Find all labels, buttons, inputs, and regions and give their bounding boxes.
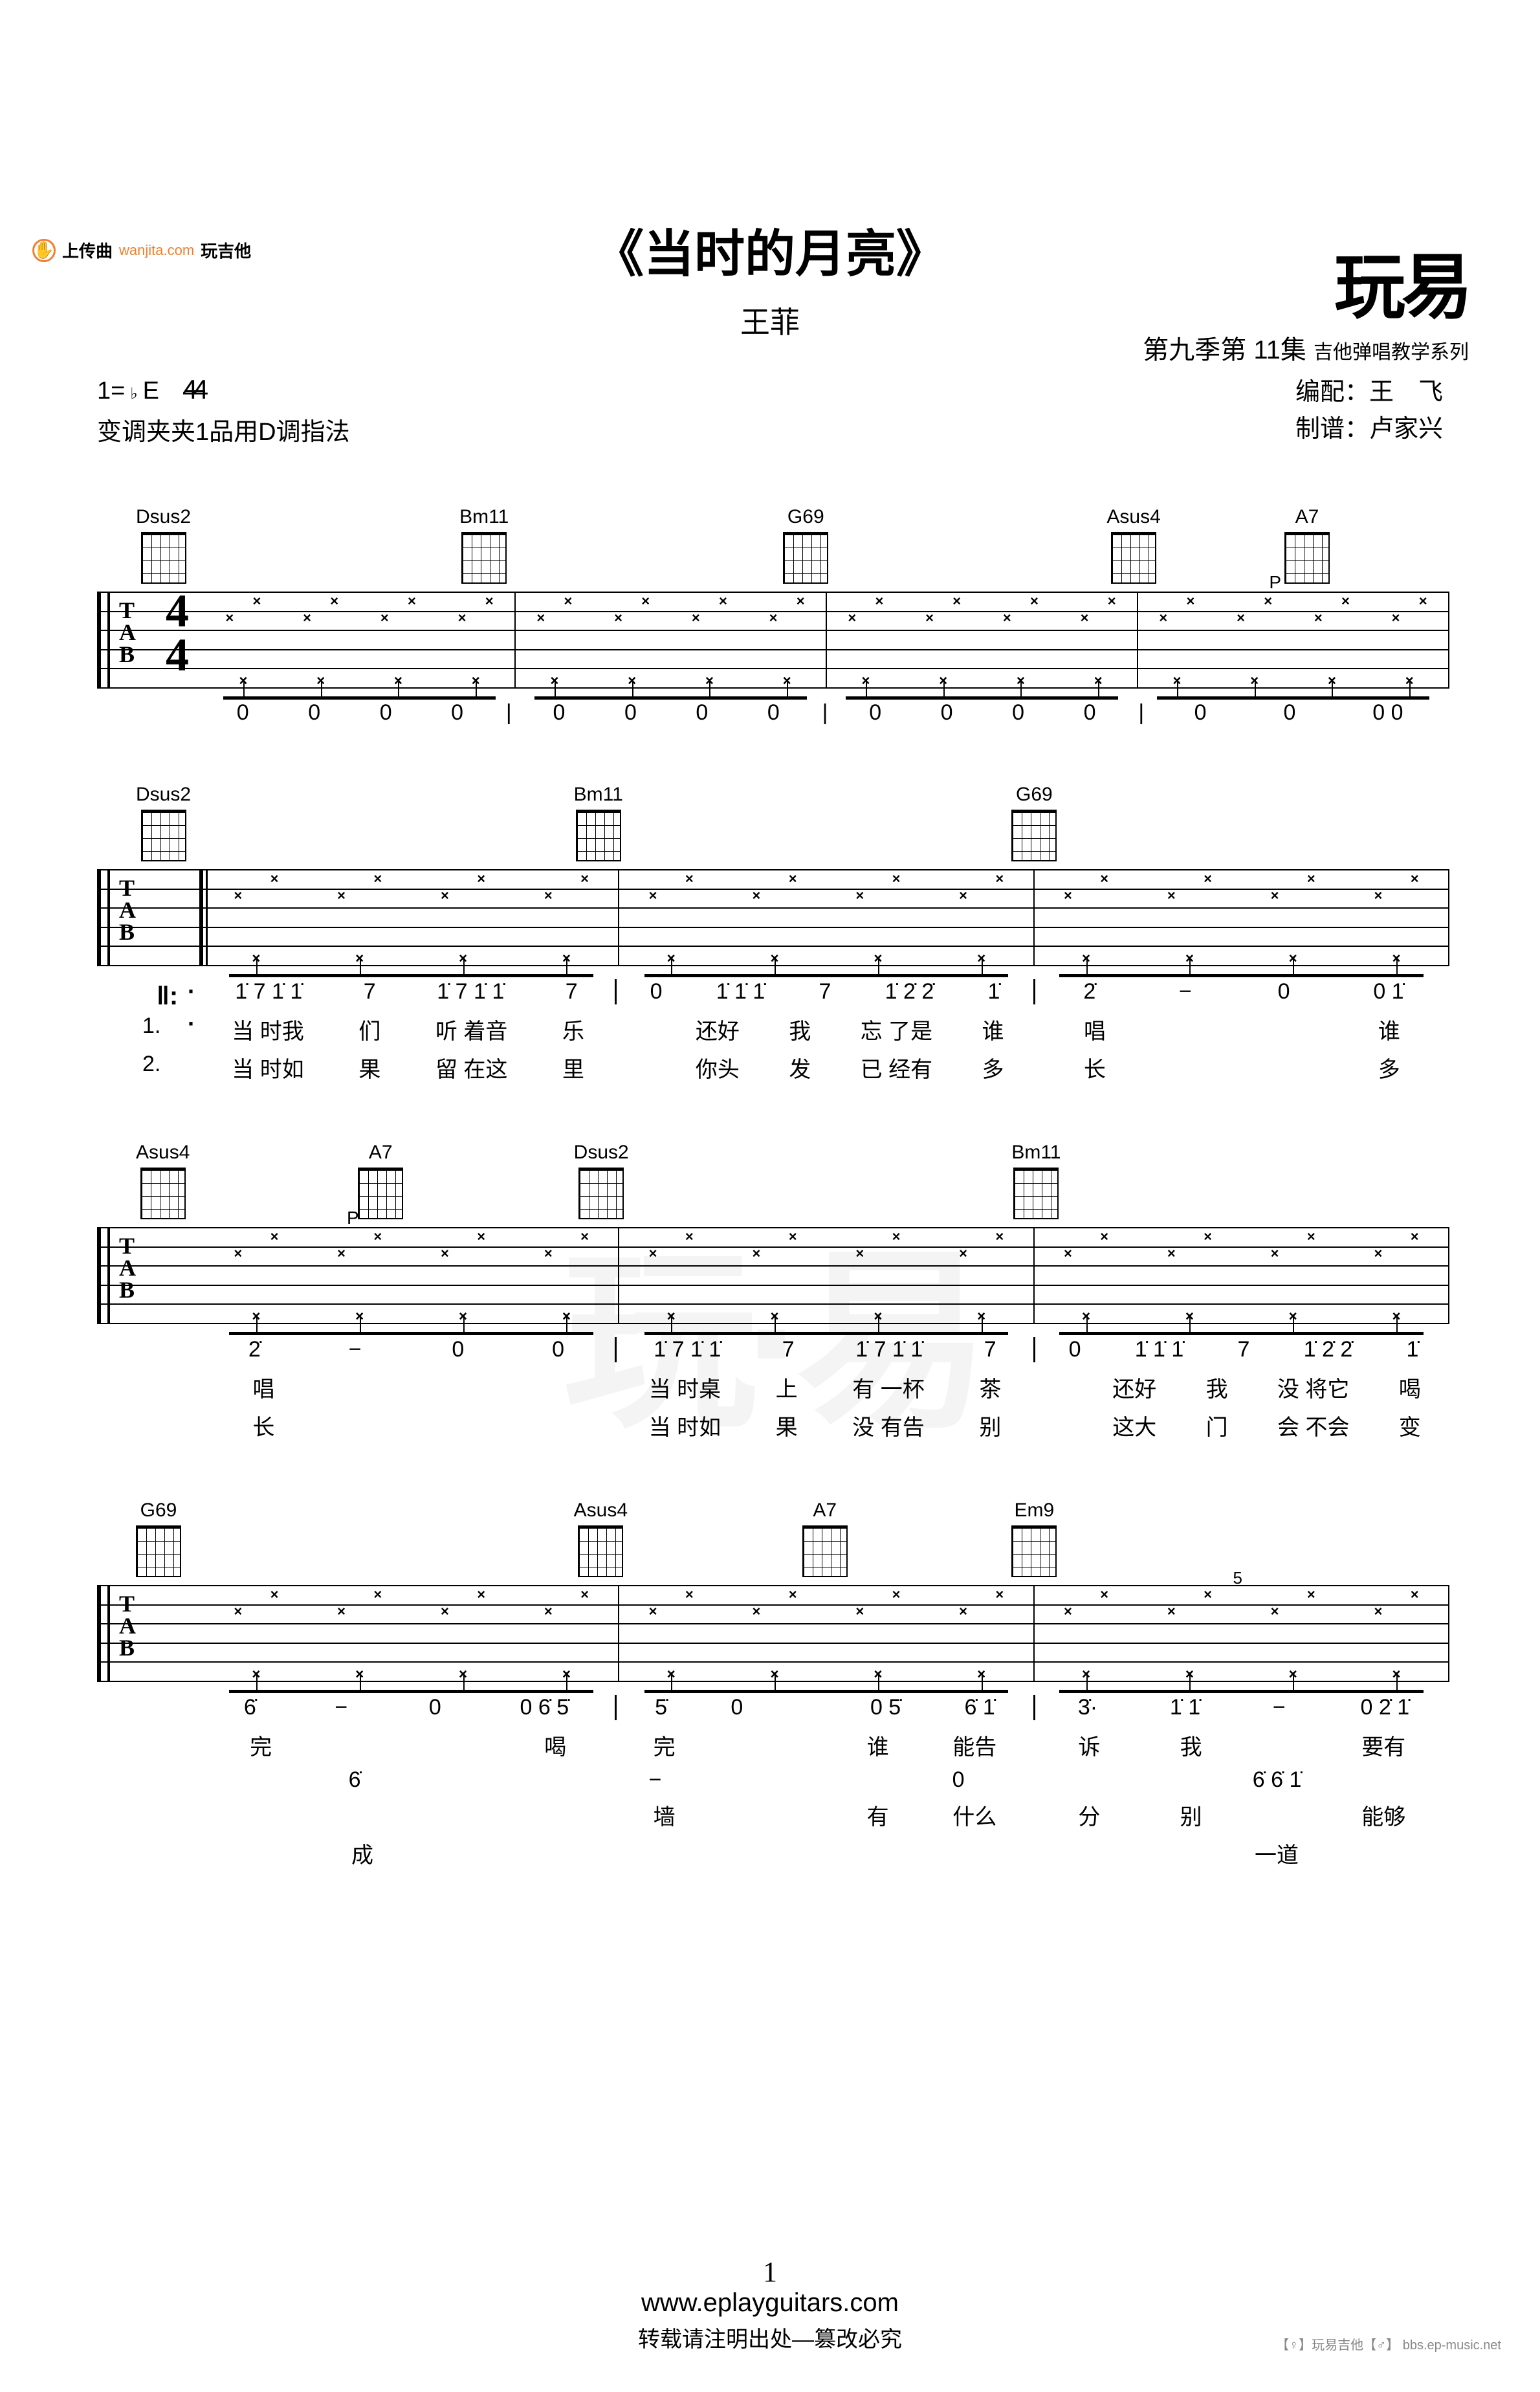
chord-a7: A7 bbox=[802, 1500, 848, 1577]
chord-bm11: Bm11 bbox=[574, 784, 623, 861]
lyric-cell: 长 bbox=[201, 1410, 615, 1441]
bar: ×××××××××××××××× bbox=[1035, 1227, 1449, 1324]
chord-dsus2: Dsus2 bbox=[136, 506, 191, 584]
bar: ×××××××××××××××× bbox=[204, 1585, 619, 1682]
lyric-cell: 完喝 bbox=[201, 1729, 615, 1761]
lyric-cell: 还好我忘 了是谁 bbox=[617, 1013, 1032, 1045]
jianpu-2: ·· ‖: 1̇ 7 1̇ 1̇71̇ 7 1̇ 1̇701̇ 1̇ 1̇71̇… bbox=[201, 979, 1449, 1083]
jianpu-cell: 6̇−00 6̇ 5̇ bbox=[201, 1695, 612, 1720]
tab-label: TAB bbox=[119, 599, 136, 666]
system-2: Dsus2 Bm11 G69 TAB ×××××××××××××××××××××××… bbox=[91, 784, 1449, 1083]
episode: 第九季第 11集 bbox=[1143, 336, 1306, 364]
lyric-cell: 当 时桌上有 一杯茶 bbox=[617, 1371, 1032, 1403]
chord-bm11: Bm11 bbox=[459, 506, 509, 584]
chord-bm11: Bm11 bbox=[1011, 1142, 1061, 1219]
jianpu-3: 2̇−00 1̇ 7 1̇ 1̇71̇ 7 1̇ 1̇7 01̇ 1̇ 1̇71̇ … bbox=[201, 1337, 1449, 1441]
bar: ×××××××××××××××× bbox=[619, 1227, 1034, 1324]
jianpu-4: 6̇−00 6̇ 5̇5̇00 5̇6̇ 1̇3̇·1̇ 1̇−0 2̇ 1̇ … bbox=[201, 1695, 1449, 1869]
bar: ×××××××××××××××× bbox=[619, 869, 1034, 966]
system-4: G69 Asus4 A7 Em9 TAB ××××××××××××××××××××××… bbox=[91, 1500, 1449, 1869]
verse2-label: 2. bbox=[142, 1052, 160, 1077]
lyric-cell: 还好我没 将它喝 bbox=[1035, 1371, 1449, 1403]
key-signature: 1= ♭ E 4 4 bbox=[97, 374, 350, 405]
bar: ×××××××××××××××× bbox=[1138, 592, 1449, 689]
lyric-cell: 唱 bbox=[201, 1371, 615, 1403]
page-number: 1 bbox=[0, 2255, 1540, 2288]
tab-staff-2: TAB ××××××××××××××××××××××××××××××××××××… bbox=[97, 869, 1449, 966]
header-right: 玩易 第九季第 11集 吉他弹唱教学系列 bbox=[1143, 252, 1469, 366]
jianpu-cell: 5̇00 5̇6̇ 1̇ bbox=[619, 1695, 1031, 1720]
chord-a7: A7 bbox=[358, 1142, 403, 1219]
lyric-cell: 完谁能告 bbox=[617, 1729, 1032, 1761]
jianpu-cell: 01̇ 1̇ 1̇71̇ 2̇ 2̇1̇ bbox=[1038, 1337, 1449, 1362]
jianpu-cell: 1̇ 7 1̇ 1̇71̇ 7 1̇ 1̇7 bbox=[619, 1337, 1031, 1362]
jianpu-cell: 6̇−06̇ 6̇ 1̇ bbox=[201, 1767, 1449, 1793]
chord-dsus2: Dsus2 bbox=[574, 1142, 629, 1219]
tab-timesig: 44 bbox=[166, 589, 189, 678]
zero-row-1: 0000|0000|0000|000 0 bbox=[201, 700, 1449, 725]
watermark-top-left: ✋ 上传曲 wanjita.com 玩吉他 bbox=[32, 238, 251, 262]
tab-staff-1: TAB 44 ×××××××××××××××××××××××××××××××××… bbox=[97, 592, 1449, 689]
chord-dsus2: Dsus2 bbox=[136, 784, 191, 861]
lyric-cell: 分别能够 bbox=[1035, 1799, 1449, 1831]
wm-tag: 玩吉他 bbox=[201, 238, 251, 262]
logo: 玩易 bbox=[1143, 252, 1469, 324]
capo-note: 变调夹夹1品用D调指法 bbox=[97, 412, 350, 447]
jianpu-cell: 2̇−00 1̇ bbox=[1038, 979, 1449, 1004]
lyric-cell: 长多 bbox=[1035, 1052, 1449, 1083]
chord-g69: G69 bbox=[1011, 784, 1057, 861]
bar: ×××××××××××××××× bbox=[827, 592, 1138, 689]
repeat-bracket: ‖: bbox=[157, 982, 178, 1011]
verse1-label: 1. bbox=[142, 1013, 160, 1039]
lyric-cell: 当 时如果留 在这里 bbox=[201, 1052, 615, 1083]
bar: ×××××××××××××××× bbox=[204, 869, 619, 966]
transcriber: 制谱：卢家兴 bbox=[1295, 411, 1443, 448]
chord-g69: G69 bbox=[783, 506, 828, 584]
footer-url: www.eplayguitars.com bbox=[0, 2288, 1540, 2318]
bar: ×××××××××××××××× bbox=[1035, 869, 1449, 966]
bar: ×××××××××××××××× bbox=[1035, 1585, 1449, 1682]
p-annotation: P bbox=[1269, 572, 1281, 593]
chord-g69: G69 bbox=[136, 1500, 181, 1577]
jianpu-cell: 01̇ 1̇ 1̇71̇ 2̇ 2̇1̇ bbox=[619, 979, 1031, 1004]
system-3: Asus4 A7 Dsus2 Bm11 TAB ×××××××××××××××××××… bbox=[91, 1142, 1449, 1441]
wm-site: 上传曲 bbox=[62, 238, 113, 262]
footer-right: 【♀】玩易吉他【♂】 bbs.ep-music.net bbox=[1276, 2334, 1501, 2353]
arranger: 编配：王 飞 bbox=[1295, 374, 1443, 411]
bar: ×××××××××××××××× bbox=[204, 1227, 619, 1324]
bar: ×××××××××××××××× bbox=[516, 592, 827, 689]
lyric-cell: 你头发已 经有多 bbox=[617, 1052, 1032, 1083]
time-signature: 4 4 bbox=[182, 374, 208, 405]
chord-asus4: Asus4 bbox=[136, 1142, 190, 1219]
lyric-cell: 当 时我们听 着音乐 bbox=[201, 1013, 615, 1045]
series: 吉他弹唱教学系列 bbox=[1314, 342, 1469, 363]
bar: ×××××××××××××××× bbox=[204, 592, 516, 689]
lyric-cell bbox=[201, 1799, 615, 1831]
jianpu-cell: 3̇·1̇ 1̇−0 2̇ 1̇ bbox=[1038, 1695, 1449, 1720]
jianpu-cell: 2̇−00 bbox=[201, 1337, 612, 1362]
lyric-cell: 唱谁 bbox=[1035, 1013, 1449, 1045]
lyric-cell: 成一道 bbox=[201, 1837, 1449, 1869]
chord-em9: Em9 bbox=[1011, 1500, 1057, 1577]
tab-staff-3: TAB ××××××××××××××××××××××××××××××××××××… bbox=[97, 1227, 1449, 1324]
bar: ×××××××××××××××× bbox=[619, 1585, 1034, 1682]
lyric-cell: 这大门会 不会变 bbox=[1035, 1410, 1449, 1441]
wm-url: wanjita.com bbox=[119, 242, 194, 259]
repeat-dots: ·· bbox=[188, 975, 195, 1041]
chord-a7: A7 bbox=[1284, 506, 1330, 584]
lyric-cell: 当 时如果没 有告别 bbox=[617, 1410, 1032, 1441]
jianpu-cell: 1̇ 7 1̇ 1̇71̇ 7 1̇ 1̇7 bbox=[201, 979, 612, 1004]
chord-asus4: Asus4 bbox=[1106, 506, 1160, 584]
slide-5: 5 bbox=[1233, 1568, 1242, 1588]
system-1: Dsus2 Bm11 G69 Asus4 A7 TAB 44 ×××××××××××××… bbox=[91, 506, 1449, 725]
lyric-cell: 诉我要有 bbox=[1035, 1729, 1449, 1761]
lyric-cell: 墙有什么 bbox=[617, 1799, 1032, 1831]
chord-asus4: Asus4 bbox=[574, 1500, 628, 1577]
tab-staff-4: TAB ××××××××××××××××××××××××××××××××××××… bbox=[97, 1585, 1449, 1682]
hand-icon: ✋ bbox=[32, 239, 56, 262]
meta-row: 1= ♭ E 4 4 变调夹夹1品用D调指法 编配：王 飞 制谱：卢家兴 bbox=[0, 374, 1540, 448]
